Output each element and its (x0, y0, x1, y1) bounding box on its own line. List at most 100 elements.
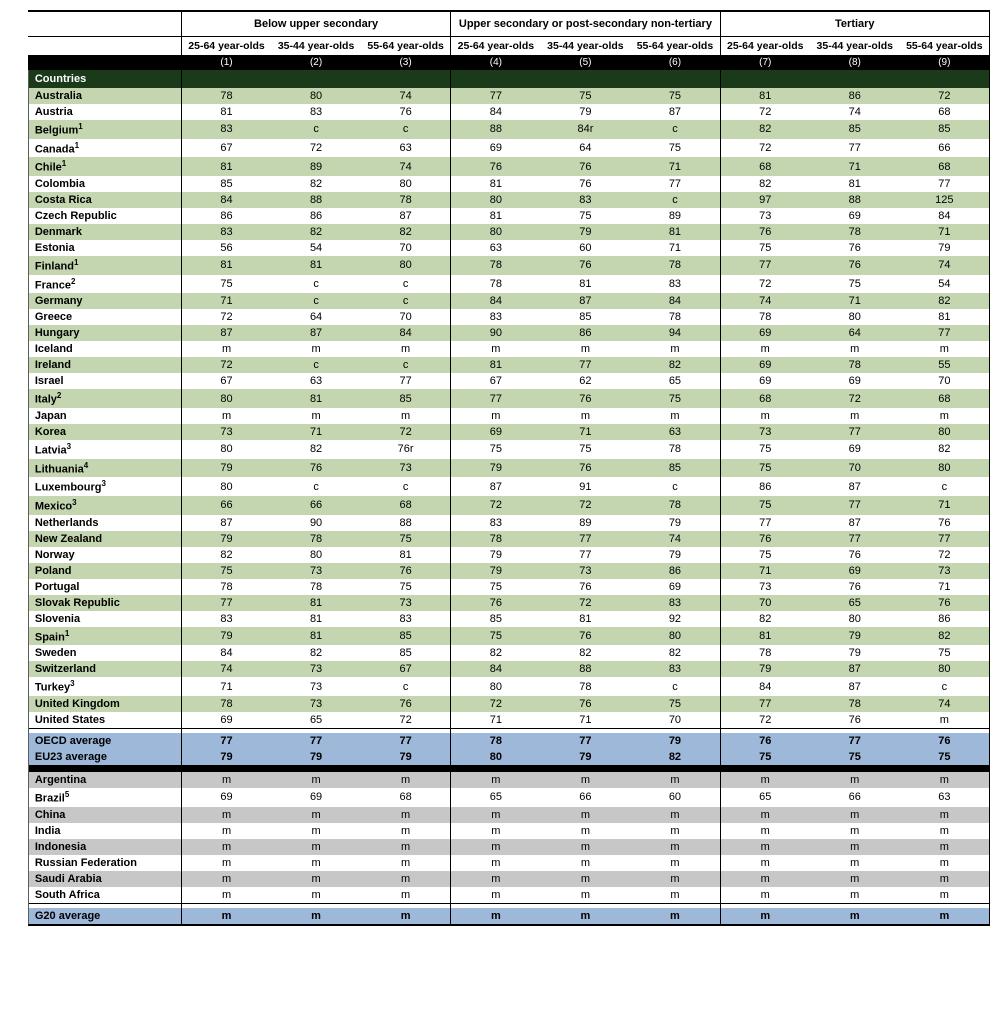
country-label: Luxembourg3 (28, 477, 181, 496)
data-cell: 90 (271, 515, 361, 531)
age-header-2: 35-44 year-olds (271, 37, 361, 56)
data-cell: 76 (810, 579, 900, 595)
data-cell: 84 (451, 661, 541, 677)
data-cell: 76 (900, 733, 990, 749)
data-cell: 55 (900, 357, 990, 373)
data-cell: m (900, 807, 990, 823)
data-cell: 77 (361, 733, 451, 749)
data-cell: 88 (361, 515, 451, 531)
data-cell: 71 (541, 712, 631, 729)
data-cell: 72 (720, 712, 810, 729)
data-cell: 84 (720, 677, 810, 696)
data-cell: 75 (900, 749, 990, 766)
data-cell: 78 (451, 733, 541, 749)
data-cell: 82 (451, 645, 541, 661)
data-cell: m (630, 887, 720, 904)
data-cell: m (720, 871, 810, 887)
data-cell: 69 (810, 208, 900, 224)
country-label: Spain1 (28, 627, 181, 646)
data-cell: 70 (361, 309, 451, 325)
data-cell: 82 (271, 176, 361, 192)
table-row: Turkey3 7173c8078c8487c (10, 677, 990, 696)
country-label: Belgium1 (28, 120, 181, 139)
data-cell: m (361, 772, 451, 788)
country-label: Germany (28, 293, 181, 309)
data-cell: m (361, 823, 451, 839)
data-cell: 77 (810, 531, 900, 547)
data-cell: 75 (630, 389, 720, 408)
data-cell: 83 (630, 275, 720, 294)
data-cell: 79 (541, 224, 631, 240)
data-cell: m (630, 408, 720, 424)
data-cell: 83 (181, 120, 271, 139)
data-cell: m (900, 823, 990, 839)
average-label: OECD average (28, 733, 181, 749)
table-row: Slovak Republic 778173767283706576 (10, 595, 990, 611)
data-cell: 76 (720, 733, 810, 749)
country-label: Austria (28, 104, 181, 120)
data-cell: 76 (810, 240, 900, 256)
data-cell: 77 (720, 515, 810, 531)
data-cell: 77 (541, 547, 631, 563)
data-cell: 77 (451, 389, 541, 408)
oecd-section-header: OECD Countries (10, 70, 990, 88)
country-label: Ireland (28, 357, 181, 373)
country-label: Brazil5 (28, 788, 181, 807)
data-cell: m (720, 823, 810, 839)
data-cell: m (630, 871, 720, 887)
table-row: Luxembourg3 80cc8791c8687c (10, 477, 990, 496)
data-cell: 81 (900, 309, 990, 325)
country-label: Czech Republic (28, 208, 181, 224)
table-row: China mmmmmmmmm (10, 807, 990, 823)
country-label: Hungary (28, 325, 181, 341)
data-cell: m (541, 341, 631, 357)
data-cell: 68 (900, 157, 990, 176)
data-cell: 87 (271, 325, 361, 341)
data-cell: 88 (810, 192, 900, 208)
data-cell: 81 (271, 595, 361, 611)
data-cell: 75 (720, 459, 810, 478)
data-cell: 63 (630, 424, 720, 440)
data-cell: m (900, 408, 990, 424)
country-label: Costa Rica (28, 192, 181, 208)
data-cell: m (451, 408, 541, 424)
data-cell: 78 (181, 696, 271, 712)
data-cell: 74 (181, 661, 271, 677)
data-cell: 91 (541, 477, 631, 496)
data-cell: m (720, 408, 810, 424)
data-cell: 87 (810, 661, 900, 677)
table-body: OECD Countries Australia 788074777575818… (10, 70, 990, 925)
data-cell: 81 (541, 275, 631, 294)
data-cell: c (361, 357, 451, 373)
table-row: Sweden 848285828282787975 (10, 645, 990, 661)
data-cell: 76 (810, 712, 900, 729)
data-cell: 71 (900, 224, 990, 240)
table-row: New Zealand 797875787774767777 (10, 531, 990, 547)
table-row: Portugal 787875757669737671 (10, 579, 990, 595)
data-cell: 89 (541, 515, 631, 531)
data-cell: 87 (181, 325, 271, 341)
data-cell: m (541, 408, 631, 424)
data-cell: 64 (810, 325, 900, 341)
table-row: Netherlands 879088838979778776 (10, 515, 990, 531)
country-label: France2 (28, 275, 181, 294)
data-cell: m (810, 908, 900, 925)
data-cell: 73 (720, 208, 810, 224)
data-cell: m (900, 839, 990, 855)
data-cell: 73 (900, 563, 990, 579)
data-cell: 86 (181, 208, 271, 224)
country-label: Saudi Arabia (28, 871, 181, 887)
data-cell: 80 (451, 749, 541, 766)
country-label: Iceland (28, 341, 181, 357)
data-cell: 82 (720, 176, 810, 192)
data-cell: c (361, 293, 451, 309)
data-cell: 72 (541, 496, 631, 515)
data-cell: 79 (181, 459, 271, 478)
data-cell: 76 (541, 157, 631, 176)
data-cell: m (181, 839, 271, 855)
data-cell: 82 (630, 749, 720, 766)
data-cell: 72 (271, 139, 361, 158)
data-cell: 77 (810, 733, 900, 749)
country-label: Switzerland (28, 661, 181, 677)
data-cell: 54 (271, 240, 361, 256)
